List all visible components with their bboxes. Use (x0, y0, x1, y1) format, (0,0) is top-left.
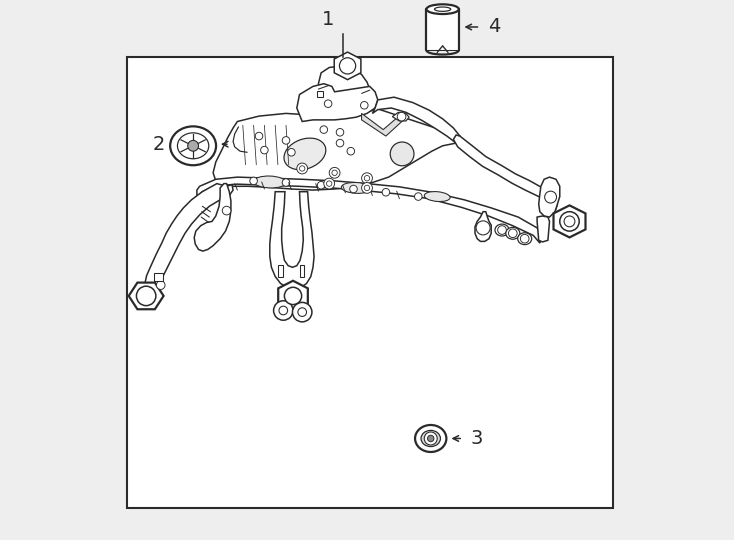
Polygon shape (454, 135, 557, 212)
Polygon shape (334, 52, 361, 79)
Circle shape (298, 308, 307, 316)
Polygon shape (213, 108, 460, 190)
Polygon shape (393, 112, 409, 121)
Circle shape (347, 147, 355, 155)
Polygon shape (128, 282, 164, 309)
Ellipse shape (341, 183, 371, 193)
Ellipse shape (284, 138, 326, 170)
Circle shape (299, 166, 305, 171)
Circle shape (292, 302, 312, 322)
Circle shape (424, 432, 437, 445)
Polygon shape (297, 84, 378, 122)
Polygon shape (553, 205, 586, 238)
Circle shape (362, 173, 372, 184)
Circle shape (317, 181, 325, 189)
Polygon shape (270, 192, 314, 289)
Ellipse shape (424, 192, 450, 201)
Circle shape (327, 181, 332, 186)
Circle shape (415, 193, 422, 200)
Text: 2: 2 (153, 134, 165, 154)
Text: 1: 1 (321, 10, 334, 29)
Circle shape (282, 179, 290, 186)
Polygon shape (362, 113, 404, 136)
Circle shape (320, 126, 327, 133)
Text: 3: 3 (470, 429, 483, 448)
Circle shape (564, 216, 575, 227)
Circle shape (545, 191, 556, 203)
Circle shape (560, 212, 579, 231)
Circle shape (339, 58, 356, 74)
Circle shape (255, 132, 263, 140)
Polygon shape (195, 184, 231, 251)
Text: 4: 4 (488, 17, 501, 37)
Circle shape (324, 178, 335, 189)
Circle shape (397, 112, 406, 121)
Polygon shape (537, 216, 550, 242)
Circle shape (156, 281, 165, 289)
Circle shape (362, 183, 372, 193)
Ellipse shape (170, 126, 216, 165)
Polygon shape (197, 177, 542, 243)
Ellipse shape (254, 176, 286, 188)
Circle shape (324, 100, 332, 107)
Ellipse shape (495, 224, 509, 236)
Circle shape (282, 137, 290, 144)
Polygon shape (539, 177, 560, 217)
Bar (127, 57, 613, 508)
Polygon shape (426, 9, 459, 50)
Polygon shape (153, 273, 163, 281)
Circle shape (336, 129, 344, 136)
Circle shape (137, 286, 156, 306)
Polygon shape (372, 97, 460, 143)
Ellipse shape (421, 430, 440, 447)
Circle shape (364, 185, 370, 191)
Circle shape (509, 229, 517, 238)
Circle shape (284, 287, 302, 305)
Circle shape (382, 188, 390, 196)
Circle shape (297, 163, 308, 174)
Circle shape (222, 206, 231, 215)
Ellipse shape (506, 227, 520, 239)
Circle shape (520, 234, 529, 243)
Circle shape (288, 148, 295, 156)
Polygon shape (300, 265, 305, 277)
Circle shape (330, 167, 340, 178)
Circle shape (349, 185, 357, 193)
Circle shape (498, 226, 506, 234)
Circle shape (476, 221, 490, 235)
Circle shape (360, 102, 368, 109)
Circle shape (274, 301, 293, 320)
Circle shape (261, 146, 268, 154)
Circle shape (390, 142, 414, 166)
Ellipse shape (426, 4, 459, 14)
Circle shape (188, 140, 198, 151)
Polygon shape (278, 265, 283, 277)
Polygon shape (317, 91, 323, 97)
Circle shape (427, 435, 434, 442)
Polygon shape (278, 281, 308, 311)
Ellipse shape (415, 425, 446, 452)
Circle shape (279, 306, 288, 315)
Polygon shape (475, 212, 491, 241)
Circle shape (364, 176, 370, 181)
Polygon shape (319, 66, 370, 100)
Ellipse shape (178, 133, 208, 159)
Ellipse shape (517, 233, 531, 245)
Ellipse shape (435, 7, 451, 11)
Circle shape (336, 139, 344, 147)
Circle shape (332, 170, 338, 176)
Polygon shape (145, 184, 233, 296)
Circle shape (250, 177, 258, 185)
